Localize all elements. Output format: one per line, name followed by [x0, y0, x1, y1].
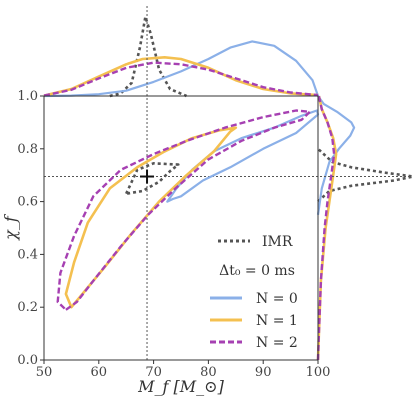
legend-title: Δt₀ = 0 ms [219, 263, 295, 279]
marginal-y-n-2 [316, 95, 336, 361]
x-axis-ticks: 50 60 70 80 90 100 [36, 360, 331, 380]
plot-frame [43, 95, 319, 361]
y-tick-label: 0.0 [17, 353, 38, 368]
legend-imr-label: IMR [262, 234, 293, 250]
y-tick-label: 1.0 [17, 89, 38, 104]
marginal-x-n-2 [43, 61, 319, 97]
marginal-y-n-0 [316, 95, 356, 215]
contour-group [56, 109, 320, 311]
marginal-y-imr [317, 147, 415, 203]
x-axis-title: M_f [M_⊙] [137, 377, 224, 396]
y-tick-label: 0.6 [17, 195, 38, 210]
legend-n1-label: N = 1 [256, 313, 298, 329]
imr-cross-marker [140, 169, 155, 184]
right-marginal-panel [316, 95, 415, 361]
legend: IMR Δt₀ = 0 ms N = 0 N = 1 N = 2 [210, 234, 298, 351]
x-tick-label: 70 [145, 365, 162, 380]
marginal-x-imr [109, 15, 188, 98]
marginal-y-n-1 [316, 95, 338, 361]
x-tick-label: 60 [91, 365, 108, 380]
x-tick-label: 80 [200, 365, 217, 380]
x-tick-label: 90 [255, 365, 272, 380]
top-marginal-panel [43, 15, 320, 98]
contour-n-0 [166, 109, 320, 203]
legend-n2-label: N = 2 [256, 335, 298, 351]
y-tick-label: 0.4 [17, 247, 38, 262]
x-tick-label: 50 [36, 365, 53, 380]
legend-n0-label: N = 0 [256, 291, 298, 307]
y-axis-ticks: 0.0 0.2 0.4 0.6 0.8 1.0 [17, 89, 44, 368]
contour-n-2 [56, 109, 311, 311]
y-tick-label: 0.2 [17, 300, 38, 315]
marginal-x-n-1 [43, 56, 319, 97]
y-tick-label: 0.8 [17, 142, 38, 157]
main-plot-panel: 50 60 70 80 90 100 0.0 0.2 0.4 0.6 0.8 1.0 [17, 6, 412, 380]
contour-imr [124, 162, 180, 195]
marginal-x-n-0 [43, 40, 320, 98]
y-axis-title: χ_f [1, 213, 20, 241]
x-tick-label: 100 [306, 365, 331, 380]
